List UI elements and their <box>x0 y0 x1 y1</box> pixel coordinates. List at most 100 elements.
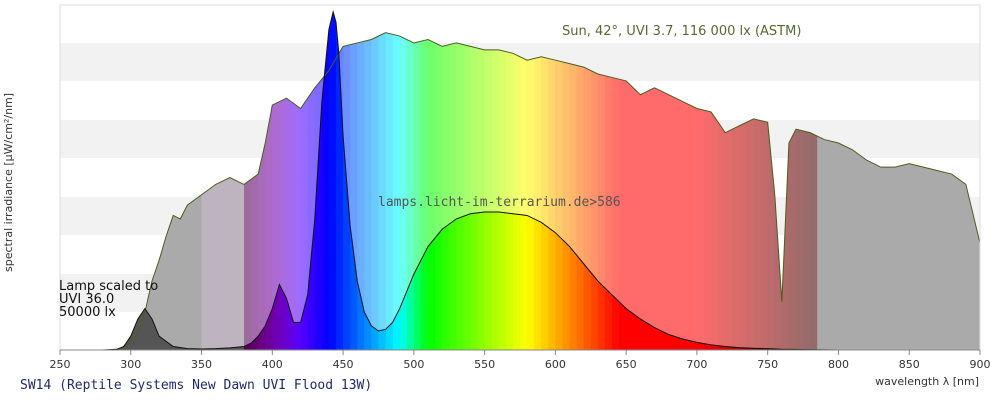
sun-spectrum-band <box>527 32 535 350</box>
sun-spectrum-band <box>307 32 316 350</box>
sun-spectrum-band <box>300 32 309 350</box>
sun-spectrum-band <box>293 32 302 350</box>
x-tick-label: 650 <box>616 358 637 371</box>
sun-spectrum-band <box>463 32 472 350</box>
sun-spectrum-band <box>640 32 648 350</box>
sun-spectrum-band <box>428 32 436 350</box>
sun-spectrum-band <box>569 32 578 350</box>
sun-spectrum-band <box>222 32 231 350</box>
sun-spectrum-band <box>739 32 748 350</box>
sun-spectrum-band <box>647 32 656 350</box>
sun-spectrum-band <box>236 32 245 350</box>
sun-spectrum-band <box>378 32 387 350</box>
sun-spectrum-band <box>413 32 422 350</box>
sun-spectrum-band <box>682 32 691 350</box>
sun-spectrum-band <box>590 32 599 350</box>
sun-spectrum-band <box>470 32 479 350</box>
lamp-spectrum-band <box>321 11 330 350</box>
sun-spectrum-band <box>788 32 797 350</box>
x-tick-label: 750 <box>757 358 778 371</box>
sun-spectrum-band <box>958 32 967 350</box>
sun-spectrum-band <box>244 32 252 350</box>
sun-spectrum-band <box>208 32 217 350</box>
sun-spectrum-band <box>654 32 663 350</box>
sun-spectrum-band <box>767 32 776 350</box>
x-tick-label: 600 <box>545 358 566 371</box>
sun-spectrum-band <box>916 32 924 350</box>
x-tick-label: 500 <box>403 358 424 371</box>
sun-spectrum-band <box>803 32 811 350</box>
sun-spectrum-band <box>442 32 450 350</box>
sun-spectrum-band <box>251 32 259 350</box>
x-axis-ticks: 250 300 350 400 450 500 550 600 650 700 750 800 850 9… <box>50 350 991 371</box>
sun-spectrum-band <box>824 32 832 350</box>
sun-spectrum-band <box>449 32 457 350</box>
lamp-annotation-line3: 50000 lx <box>59 305 116 320</box>
sun-spectrum-band <box>258 32 266 350</box>
sun-spectrum-band <box>541 32 549 350</box>
sun-spectrum-band <box>873 32 882 350</box>
sun-spectrum-band <box>866 32 875 350</box>
x-tick-label: 300 <box>120 358 141 371</box>
sun-spectrum-band <box>753 32 762 350</box>
sun-spectrum-band <box>937 32 946 350</box>
y-axis-label: spectral irradiance [µW/cm²/nm] <box>2 93 15 272</box>
x-tick-label: 450 <box>333 358 354 371</box>
lamp-annotation-line1: Lamp scaled to <box>59 279 158 294</box>
sun-spectrum-band <box>668 32 677 350</box>
sun-spectrum-band <box>930 32 939 350</box>
sun-spectrum-band <box>576 32 585 350</box>
sun-spectrum-band <box>604 32 613 350</box>
lamp-spectrum-band <box>336 11 344 350</box>
sun-spectrum-band <box>951 32 960 350</box>
source-annotation: lamps.licht-im-terrarium.de>586 <box>378 195 621 210</box>
sun-spectrum-band <box>385 32 394 350</box>
sun-spectrum-band <box>796 32 804 350</box>
sun-spectrum-band <box>859 32 868 350</box>
sun-spectrum-band <box>357 32 365 350</box>
x-tick-label: 550 <box>474 358 495 371</box>
sun-spectrum-band <box>456 32 464 350</box>
sun-spectrum-band <box>880 32 889 350</box>
x-tick-label: 800 <box>828 358 849 371</box>
sun-spectrum-band <box>760 32 769 350</box>
sun-spectrum-band <box>704 32 712 350</box>
sun-spectrum-band <box>392 32 401 350</box>
sun-spectrum-band <box>817 32 825 350</box>
x-tick-label: 850 <box>899 358 920 371</box>
sun-spectrum-band <box>477 32 486 350</box>
sun-spectrum-band <box>944 32 953 350</box>
sun-spectrum-band <box>548 32 556 350</box>
sun-spectrum-band <box>909 32 917 350</box>
sun-spectrum-band <box>484 32 493 350</box>
sun-spectrum-band <box>661 32 670 350</box>
sun-spectrum-band <box>923 32 932 350</box>
sun-spectrum-band <box>831 32 840 350</box>
x-tick-label: 400 <box>262 358 283 371</box>
sun-spectrum-band <box>435 32 443 350</box>
x-axis-label: wavelength λ [nm] <box>875 375 979 388</box>
sun-spectrum-band <box>562 32 571 350</box>
sun-spectrum-band <box>597 32 606 350</box>
sun-spectrum-band <box>420 32 429 350</box>
sun-spectrum-band <box>286 32 295 350</box>
lamp-spectrum-line <box>102 9 980 351</box>
sun-spectrum-band <box>491 32 500 350</box>
x-tick-label: 700 <box>686 358 707 371</box>
x-tick-label: 250 <box>50 358 71 371</box>
sun-spectrum-band <box>371 32 380 350</box>
sun-spectrum-band <box>810 32 818 350</box>
sun-spectrum-band <box>746 32 755 350</box>
sun-spectrum-band <box>215 32 224 350</box>
x-tick-label: 900 <box>970 358 991 371</box>
sun-spectrum-band <box>902 32 910 350</box>
sun-spectrum-band <box>583 32 592 350</box>
sun-spectrum-band <box>612 32 620 350</box>
sun-spectrum-band <box>675 32 684 350</box>
x-tick-label: 350 <box>191 358 212 371</box>
lamp-spectrum-band <box>328 11 337 350</box>
sun-spectrum-band <box>689 32 698 350</box>
sun-spectrum-band <box>520 32 528 350</box>
sun-spectrum-band <box>272 32 280 350</box>
